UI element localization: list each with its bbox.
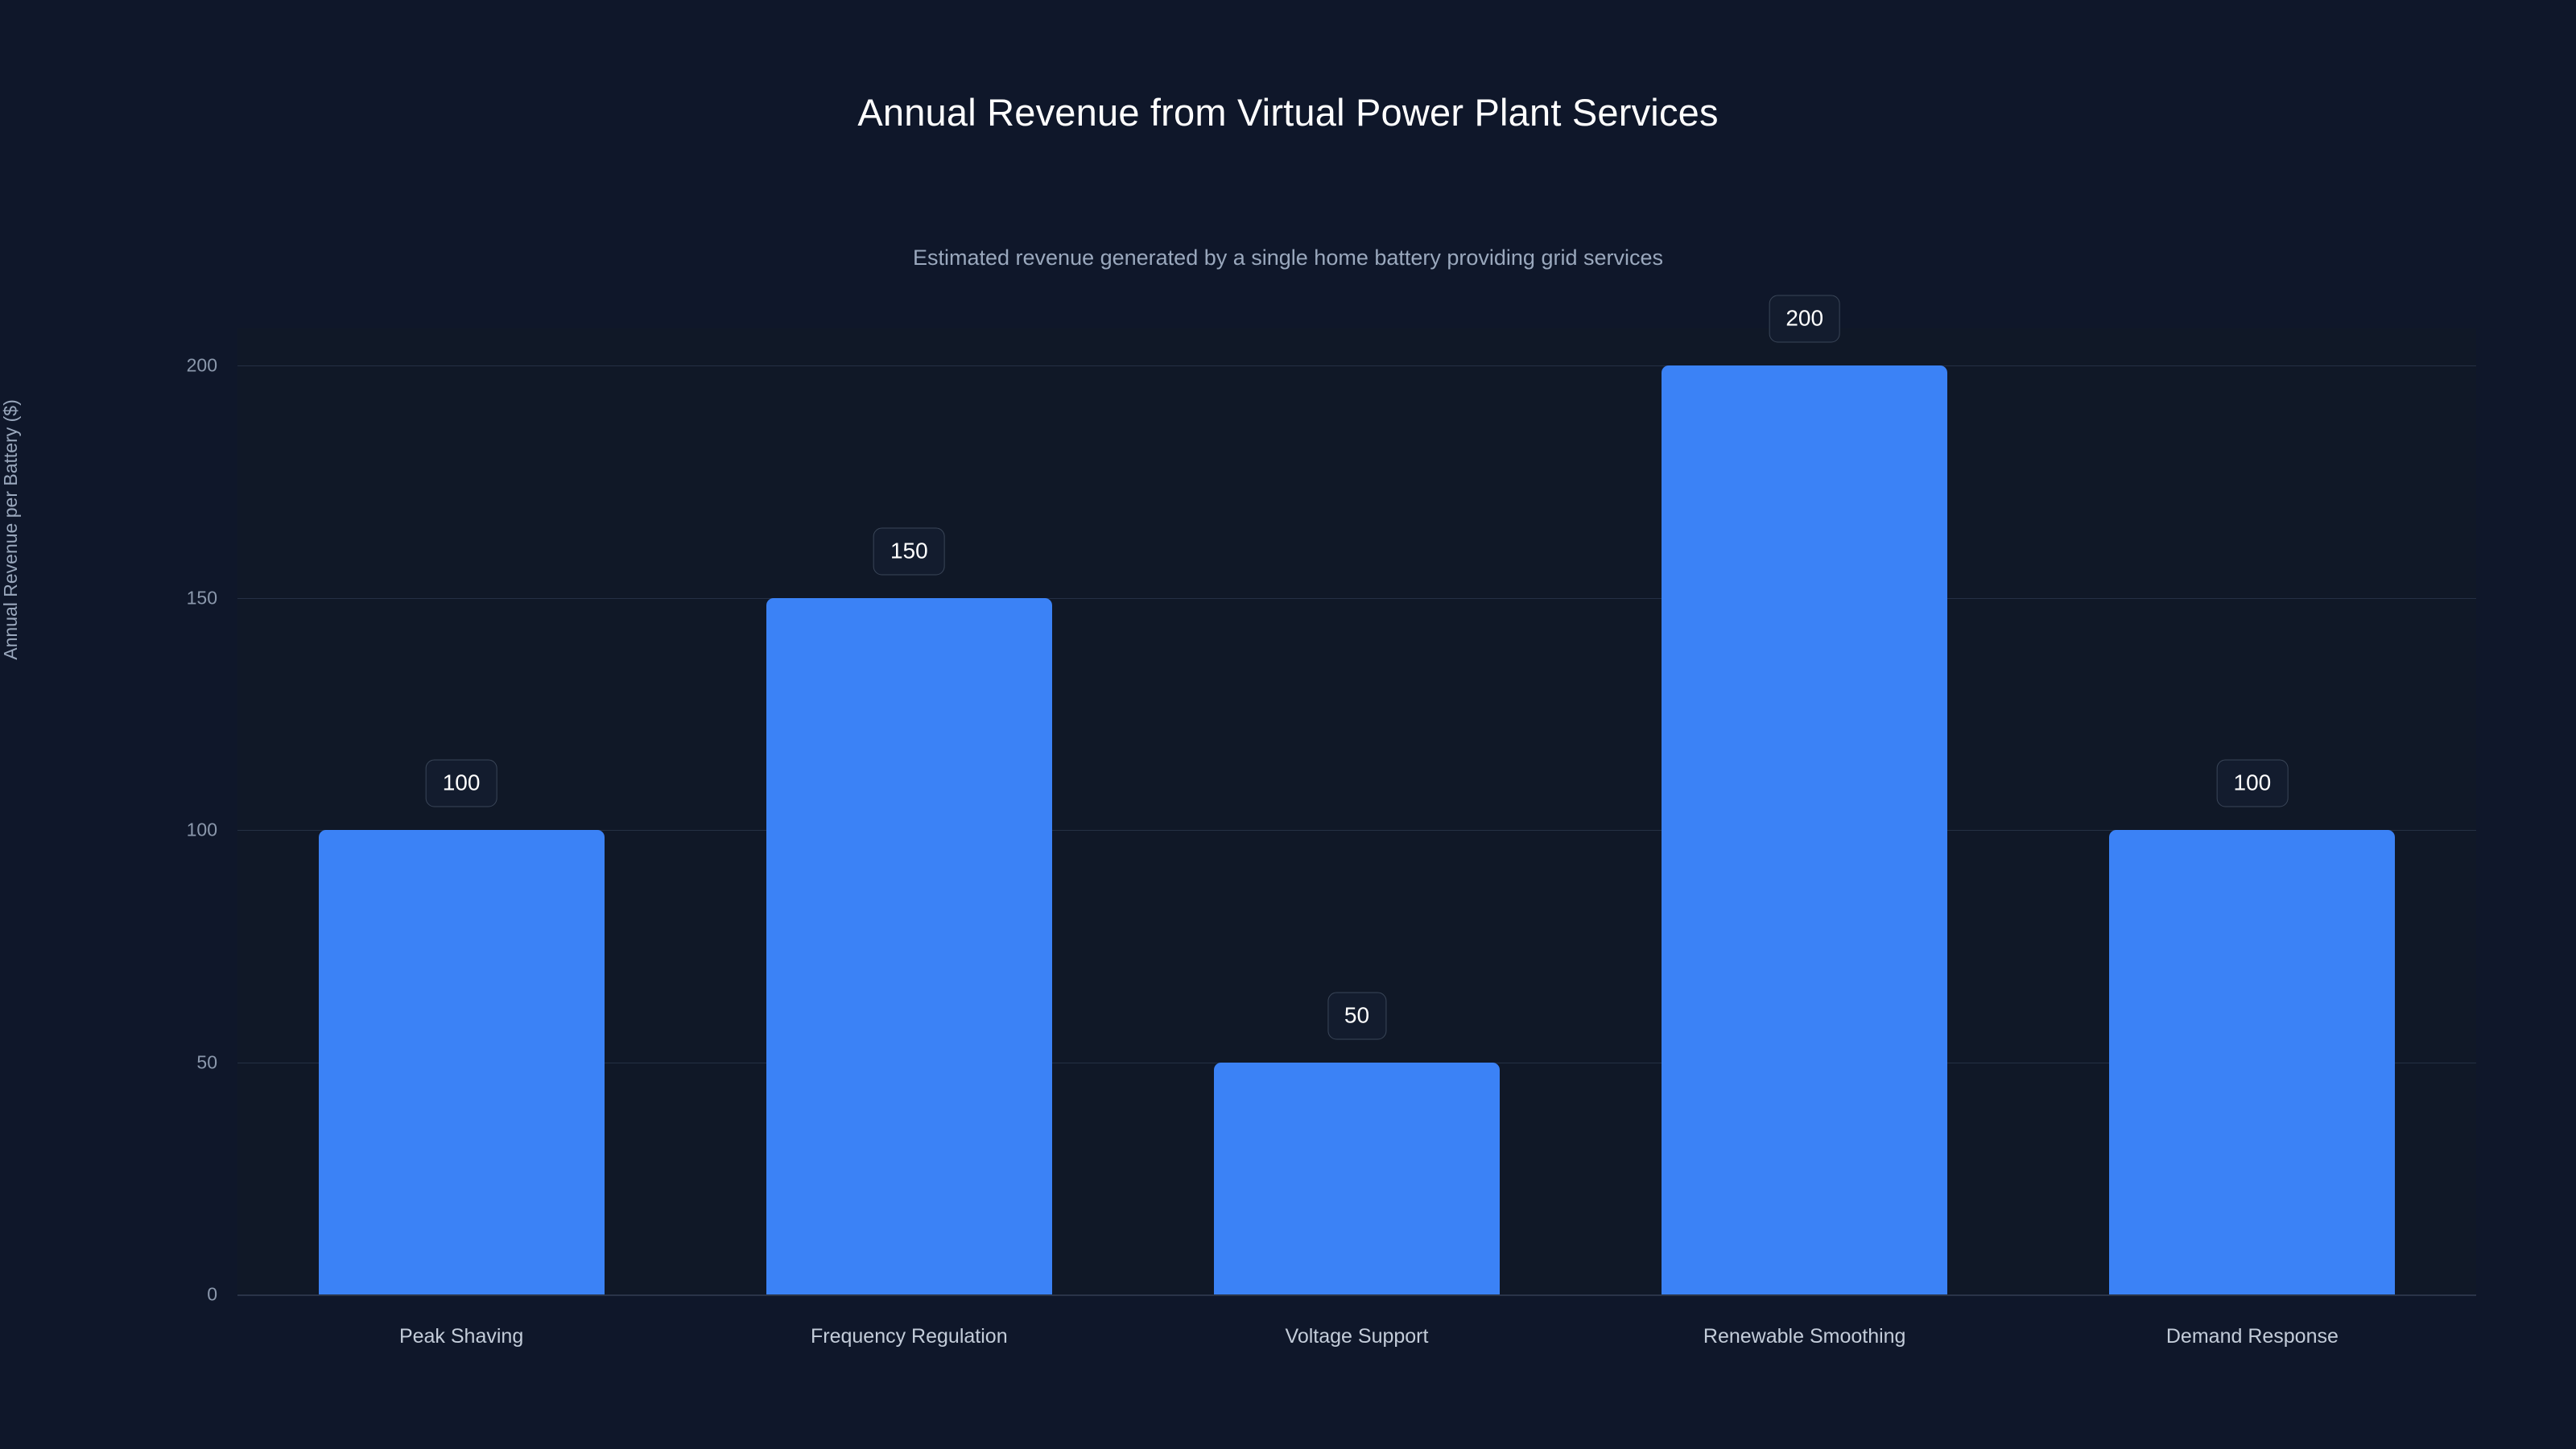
y-axis-tick-label: 0 [207,1283,217,1305]
data-label-badge: 100 [2216,759,2289,807]
x-axis-line [237,1294,2476,1296]
bar[interactable] [318,830,605,1294]
data-label-badge: 100 [425,759,497,807]
data-label-badge: 150 [873,527,945,576]
y-axis-tick-label: 100 [186,819,217,840]
gridline [237,365,2476,367]
bar[interactable] [2109,830,2396,1294]
y-axis-tick-label: 200 [186,354,217,376]
x-axis-tick-label: Renewable Smoothing [1703,1325,1906,1348]
y-axis-tick-label: 50 [196,1051,217,1073]
chart-title: Annual Revenue from Virtual Power Plant … [857,91,1719,134]
x-axis-tick-label: Peak Shaving [398,1325,524,1348]
gridline [237,830,2476,832]
bar[interactable] [1662,365,1948,1294]
bars [237,328,2476,1294]
x-axis-tick-label: Voltage Support [1285,1325,1429,1348]
gridline [237,597,2476,599]
bar[interactable] [1214,1062,1500,1294]
x-axis-tick-label: Demand Response [2165,1325,2339,1348]
data-label-badge: 50 [1327,992,1387,1040]
x-axis-tick-label: Frequency Regulation [811,1325,1008,1348]
chart-subtitle: Estimated revenue generated by a single … [912,246,1663,270]
bar[interactable] [766,597,1052,1294]
y-axis-tick-label: 150 [186,587,217,609]
data-label-badge: 200 [1769,295,1841,343]
y-axis-title: Annual Revenue per Battery ($) [0,399,21,660]
